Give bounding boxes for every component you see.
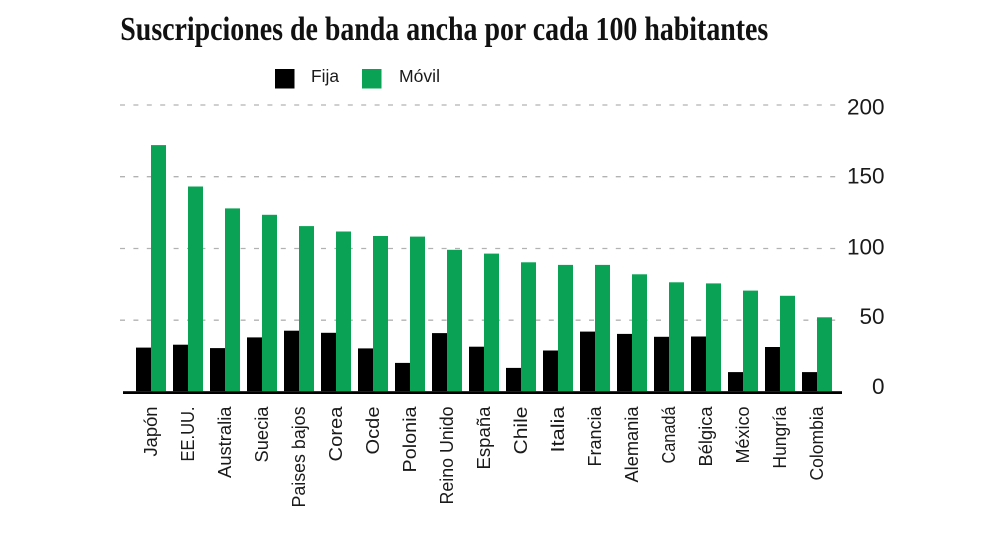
svg-text:0: 0 [872,374,885,399]
svg-text:Ocde: Ocde [363,407,383,455]
svg-text:Reino Unido: Reino Unido [437,407,457,505]
svg-text:Hungría: Hungría [770,406,790,469]
svg-text:Chile: Chile [511,407,531,455]
svg-text:50: 50 [859,304,884,329]
svg-text:150: 150 [847,164,885,189]
svg-text:Francia: Francia [585,406,605,467]
svg-text:Canadá: Canadá [659,406,679,464]
svg-text:Japón: Japón [141,407,161,457]
svg-text:Fija: Fija [311,66,339,86]
svg-text:Suscripciones de banda ancha p: Suscripciones de banda ancha por cada 10… [120,11,768,48]
svg-text:Alemania: Alemania [622,406,642,483]
svg-text:Móvil: Móvil [399,66,440,86]
svg-text:200: 200 [847,94,885,119]
svg-text:Corea: Corea [326,405,346,461]
svg-text:Paises bajos: Paises bajos [289,407,309,508]
svg-text:Polonia: Polonia [400,405,420,472]
svg-text:Colombia: Colombia [807,406,827,481]
svg-text:Bélgica: Bélgica [696,406,716,467]
svg-text:Italia: Italia [548,405,568,452]
svg-text:España: España [474,405,494,469]
svg-text:100: 100 [847,234,885,259]
svg-text:Suecia: Suecia [252,406,272,463]
svg-text:EE.UU.: EE.UU. [178,407,198,462]
svg-text:Australia: Australia [215,405,235,478]
svg-text:México: México [733,407,753,464]
